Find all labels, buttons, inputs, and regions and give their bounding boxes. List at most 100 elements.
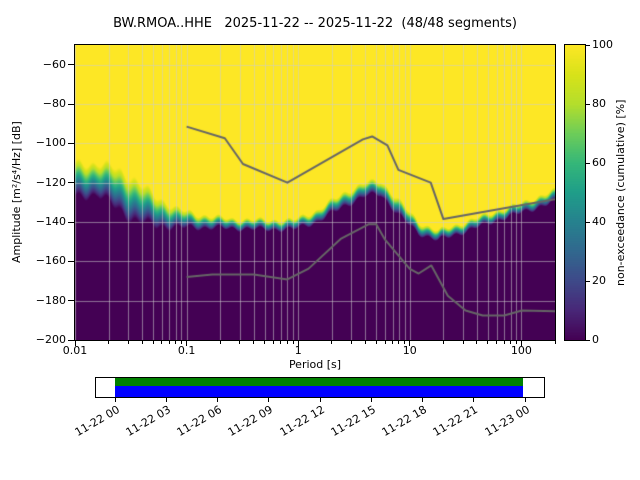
- timeline-tick-label: 11-22 12: [277, 403, 327, 439]
- x-tick-mark: [74, 341, 76, 346]
- colorbar-tick-label: 20: [592, 274, 606, 287]
- timeline-tick-mark: [268, 398, 270, 402]
- colorbar-tick-label: 0: [592, 333, 599, 346]
- ppsd-plot-area: [74, 44, 556, 341]
- x-tick-mark: [297, 341, 299, 346]
- x-minor-tick-mark: [239, 341, 241, 344]
- colorbar-tick-label: 80: [592, 97, 606, 110]
- x-minor-tick-mark: [476, 341, 478, 344]
- x-minor-tick-mark: [161, 341, 163, 344]
- x-minor-tick-mark: [292, 341, 294, 344]
- timeline-tick-mark: [165, 398, 167, 402]
- timeline-tick-mark: [217, 398, 218, 402]
- timeline-tick-mark: [370, 398, 372, 402]
- y-tick-mark: [68, 142, 74, 144]
- y-tick-label: −160: [35, 254, 66, 268]
- x-tick-label: 0.1: [177, 344, 196, 357]
- plot-title: BW.RMOA..HHE 2025-11-22 -- 2025-11-22 (4…: [113, 16, 517, 31]
- y-tick-label: −200: [35, 333, 66, 346]
- timeline-tick-label: 11-22 03: [123, 403, 173, 439]
- x-minor-tick-mark: [442, 341, 444, 344]
- x-minor-tick-mark: [272, 341, 274, 344]
- x-minor-tick-mark: [141, 341, 143, 344]
- x-minor-tick-mark: [168, 341, 170, 344]
- x-tick-mark: [186, 341, 188, 346]
- colorbar-tick-mark: [586, 162, 590, 164]
- timeline-tick-label: 11-22 00: [72, 403, 122, 439]
- timeline-segments-bar: [115, 378, 523, 386]
- x-minor-tick-mark: [286, 341, 288, 344]
- y-tick-mark: [68, 260, 74, 262]
- x-minor-tick-mark: [264, 341, 266, 344]
- x-tick-mark: [409, 341, 411, 346]
- timeline-tick-label: 11-23 00: [482, 403, 532, 439]
- x-tick-label: 1: [294, 344, 302, 357]
- y-tick-label: −60: [42, 57, 66, 71]
- colorbar: [564, 44, 586, 341]
- timeline-tick-mark: [473, 398, 475, 402]
- x-minor-tick-mark: [515, 341, 517, 344]
- y-tick-mark: [68, 221, 74, 223]
- x-tick-label: 100: [510, 344, 532, 357]
- colorbar-tick-label: 40: [592, 215, 606, 228]
- x-minor-tick-mark: [180, 341, 182, 344]
- y-tick-label: −180: [35, 293, 66, 307]
- timeline-tick-mark: [524, 398, 526, 402]
- x-minor-tick-mark: [398, 341, 400, 344]
- y-tick-label: −140: [35, 215, 66, 228]
- x-minor-tick-mark: [175, 341, 177, 344]
- x-minor-tick-mark: [152, 341, 154, 344]
- x-minor-tick-mark: [462, 341, 464, 344]
- x-minor-tick-mark: [392, 341, 394, 344]
- y-tick-label: −120: [35, 175, 66, 189]
- timeline-tick-mark: [319, 398, 321, 402]
- colorbar-tick-mark: [586, 44, 590, 46]
- timeline-coverage-bar: [95, 377, 545, 398]
- x-tick-label: 10: [402, 344, 417, 357]
- ppsd-heatmap-canvas: [75, 45, 555, 340]
- x-minor-tick-mark: [375, 341, 377, 344]
- y-tick-mark: [68, 103, 74, 105]
- timeline-tick-mark: [114, 398, 116, 402]
- x-minor-tick-mark: [219, 341, 221, 344]
- x-tick-mark: [520, 341, 522, 346]
- x-minor-tick-mark: [108, 341, 110, 344]
- x-minor-tick-mark: [127, 341, 129, 344]
- x-minor-tick-mark: [510, 341, 512, 344]
- colorbar-tick-label: 60: [592, 156, 606, 169]
- colorbar-tick-mark: [586, 339, 590, 341]
- timeline-tick-label: 11-22 18: [379, 403, 429, 439]
- colorbar-tick-label: 100: [592, 38, 613, 51]
- timeline-tick-label: 11-22 21: [430, 403, 481, 439]
- timeline-data-bar: [115, 386, 523, 397]
- y-tick-mark: [68, 182, 74, 184]
- y-tick-label: −80: [42, 97, 66, 110]
- x-minor-tick-mark: [253, 341, 255, 344]
- x-minor-tick-mark: [331, 341, 333, 344]
- y-axis-label: Amplitude [m²/s⁴/Hz] [dB]: [10, 121, 23, 264]
- x-minor-tick-mark: [503, 341, 505, 344]
- timeline-tick-label: 11-22 15: [328, 403, 378, 439]
- colorbar-tick-mark: [586, 280, 590, 282]
- y-tick-mark: [68, 300, 74, 302]
- x-minor-tick-mark: [350, 341, 352, 344]
- x-minor-tick-mark: [404, 341, 406, 344]
- colorbar-tick-mark: [586, 221, 590, 223]
- x-minor-tick-mark: [384, 341, 386, 344]
- timeline-tick-label: 11-22 09: [225, 403, 276, 439]
- x-minor-tick-mark: [487, 341, 489, 344]
- x-minor-tick-mark: [280, 341, 282, 344]
- colorbar-gradient-canvas: [565, 45, 585, 340]
- x-tick-label: 0.01: [62, 344, 88, 357]
- x-minor-tick-mark: [554, 341, 556, 344]
- colorbar-tick-mark: [586, 103, 590, 105]
- y-tick-mark: [68, 339, 74, 341]
- x-minor-tick-mark: [364, 341, 366, 344]
- colorbar-label: non-exceedance (cumulative) [%]: [614, 99, 627, 286]
- timeline-tick-mark: [422, 398, 423, 402]
- x-axis-label: Period [s]: [288, 358, 342, 371]
- x-minor-tick-mark: [496, 341, 498, 344]
- y-tick-mark: [68, 64, 74, 66]
- timeline-tick-label: 11-22 06: [174, 403, 224, 439]
